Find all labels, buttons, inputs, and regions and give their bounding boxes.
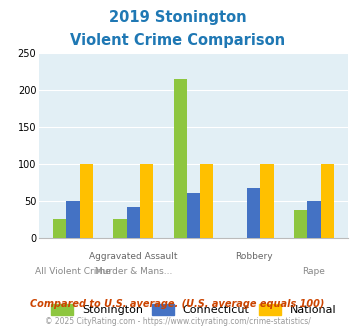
Text: Robbery: Robbery bbox=[235, 252, 273, 261]
Bar bbox=[80, 164, 93, 238]
Bar bbox=[53, 219, 66, 238]
Text: Rape: Rape bbox=[302, 267, 326, 276]
Text: Compared to U.S. average. (U.S. average equals 100): Compared to U.S. average. (U.S. average … bbox=[30, 299, 325, 309]
Bar bbox=[307, 201, 321, 238]
Bar bbox=[294, 210, 307, 238]
Legend: Stonington, Connecticut, National: Stonington, Connecticut, National bbox=[51, 304, 336, 315]
Bar bbox=[200, 164, 213, 238]
Bar bbox=[140, 164, 153, 238]
Bar bbox=[113, 219, 127, 238]
Bar bbox=[247, 188, 260, 238]
Bar bbox=[187, 193, 200, 238]
Bar bbox=[174, 79, 187, 238]
Bar bbox=[260, 164, 274, 238]
Text: Murder & Mans...: Murder & Mans... bbox=[94, 267, 172, 276]
Text: Aggravated Assault: Aggravated Assault bbox=[89, 252, 178, 261]
Bar bbox=[66, 201, 80, 238]
Bar bbox=[127, 207, 140, 238]
Text: All Violent Crime: All Violent Crime bbox=[35, 267, 111, 276]
Bar bbox=[321, 164, 334, 238]
Text: Violent Crime Comparison: Violent Crime Comparison bbox=[70, 33, 285, 48]
Text: 2019 Stonington: 2019 Stonington bbox=[109, 10, 246, 25]
Text: © 2025 CityRating.com - https://www.cityrating.com/crime-statistics/: © 2025 CityRating.com - https://www.city… bbox=[45, 317, 310, 326]
